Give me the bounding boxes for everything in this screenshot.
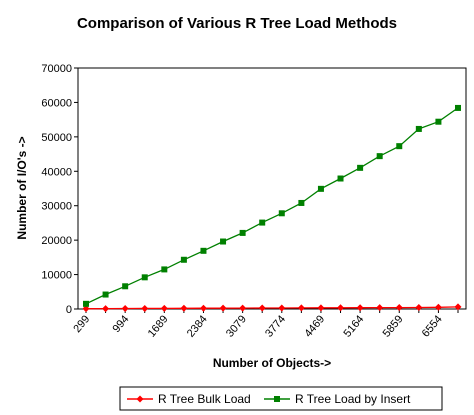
x-tick-label: 299 (71, 313, 92, 335)
data-point (258, 304, 266, 312)
y-tick-label: 40000 (41, 166, 72, 178)
data-point (317, 304, 325, 312)
legend-label: R Tree Load by Insert (295, 392, 411, 406)
data-point (415, 303, 423, 311)
data-point (220, 238, 227, 245)
data-point (102, 291, 109, 298)
y-axis-title: Number of I/O's -> (15, 136, 29, 239)
x-tick-label: 5164 (341, 313, 366, 339)
data-point (317, 185, 324, 192)
data-point (161, 266, 168, 273)
data-point (239, 304, 247, 312)
series-layer (82, 104, 462, 313)
data-point (122, 283, 129, 290)
data-point (102, 305, 110, 313)
plot-area (77, 67, 467, 310)
y-tick-label: 30000 (41, 201, 72, 213)
data-point (357, 164, 364, 171)
data-point (82, 305, 90, 313)
data-point (259, 219, 266, 226)
chart-title: Comparison of Various R Tree Load Method… (77, 15, 397, 32)
data-point (141, 304, 149, 312)
x-tick-label: 6554 (420, 313, 445, 339)
data-point (180, 304, 188, 312)
data-point (455, 104, 461, 111)
x-tick-label: 5859 (381, 313, 406, 339)
data-point (180, 256, 187, 263)
data-point (298, 199, 305, 206)
legend: R Tree Bulk Load R Tree Load by Insert (119, 386, 443, 411)
data-point (121, 305, 129, 313)
data-point (219, 304, 227, 312)
data-point (337, 304, 345, 312)
data-point (83, 300, 89, 307)
x-tick-label: 2384 (185, 313, 210, 339)
data-point (434, 303, 442, 311)
legend-label: R Tree Bulk Load (158, 392, 251, 406)
data-point (200, 247, 207, 254)
axes: 0 10000 20000 30000 40000 50000 60000 70000 299 9… (41, 63, 467, 340)
data-point (376, 153, 383, 160)
x-tick-label: 1689 (146, 313, 171, 339)
data-point (199, 304, 207, 312)
legend-marker (136, 395, 144, 403)
data-point (435, 118, 442, 125)
data-point (395, 304, 403, 312)
y-tick-label: 0 (66, 304, 72, 316)
data-point (356, 304, 364, 312)
data-point (454, 303, 462, 311)
data-point (239, 229, 246, 236)
y-tick-label: 50000 (41, 132, 72, 144)
data-point (415, 125, 422, 132)
data-point (297, 304, 305, 312)
x-tick-label: 4469 (302, 313, 327, 339)
x-tick-label: 3079 (224, 313, 249, 339)
data-point (278, 304, 286, 312)
data-point (160, 304, 168, 312)
series-line (85, 107, 459, 305)
x-tick-label: 3774 (263, 313, 288, 339)
y-tick-label: 20000 (41, 235, 72, 247)
x-tick-label: 994 (110, 313, 131, 335)
data-point (278, 210, 285, 217)
data-point (396, 143, 403, 150)
x-axis-title: Number of Objects-> (213, 356, 331, 370)
data-point (141, 274, 148, 281)
data-point (376, 304, 384, 312)
y-tick-label: 70000 (41, 63, 72, 75)
data-point (337, 175, 344, 182)
legend-marker (274, 396, 280, 402)
y-tick-label: 60000 (41, 97, 72, 109)
y-tick-label: 10000 (41, 270, 72, 282)
